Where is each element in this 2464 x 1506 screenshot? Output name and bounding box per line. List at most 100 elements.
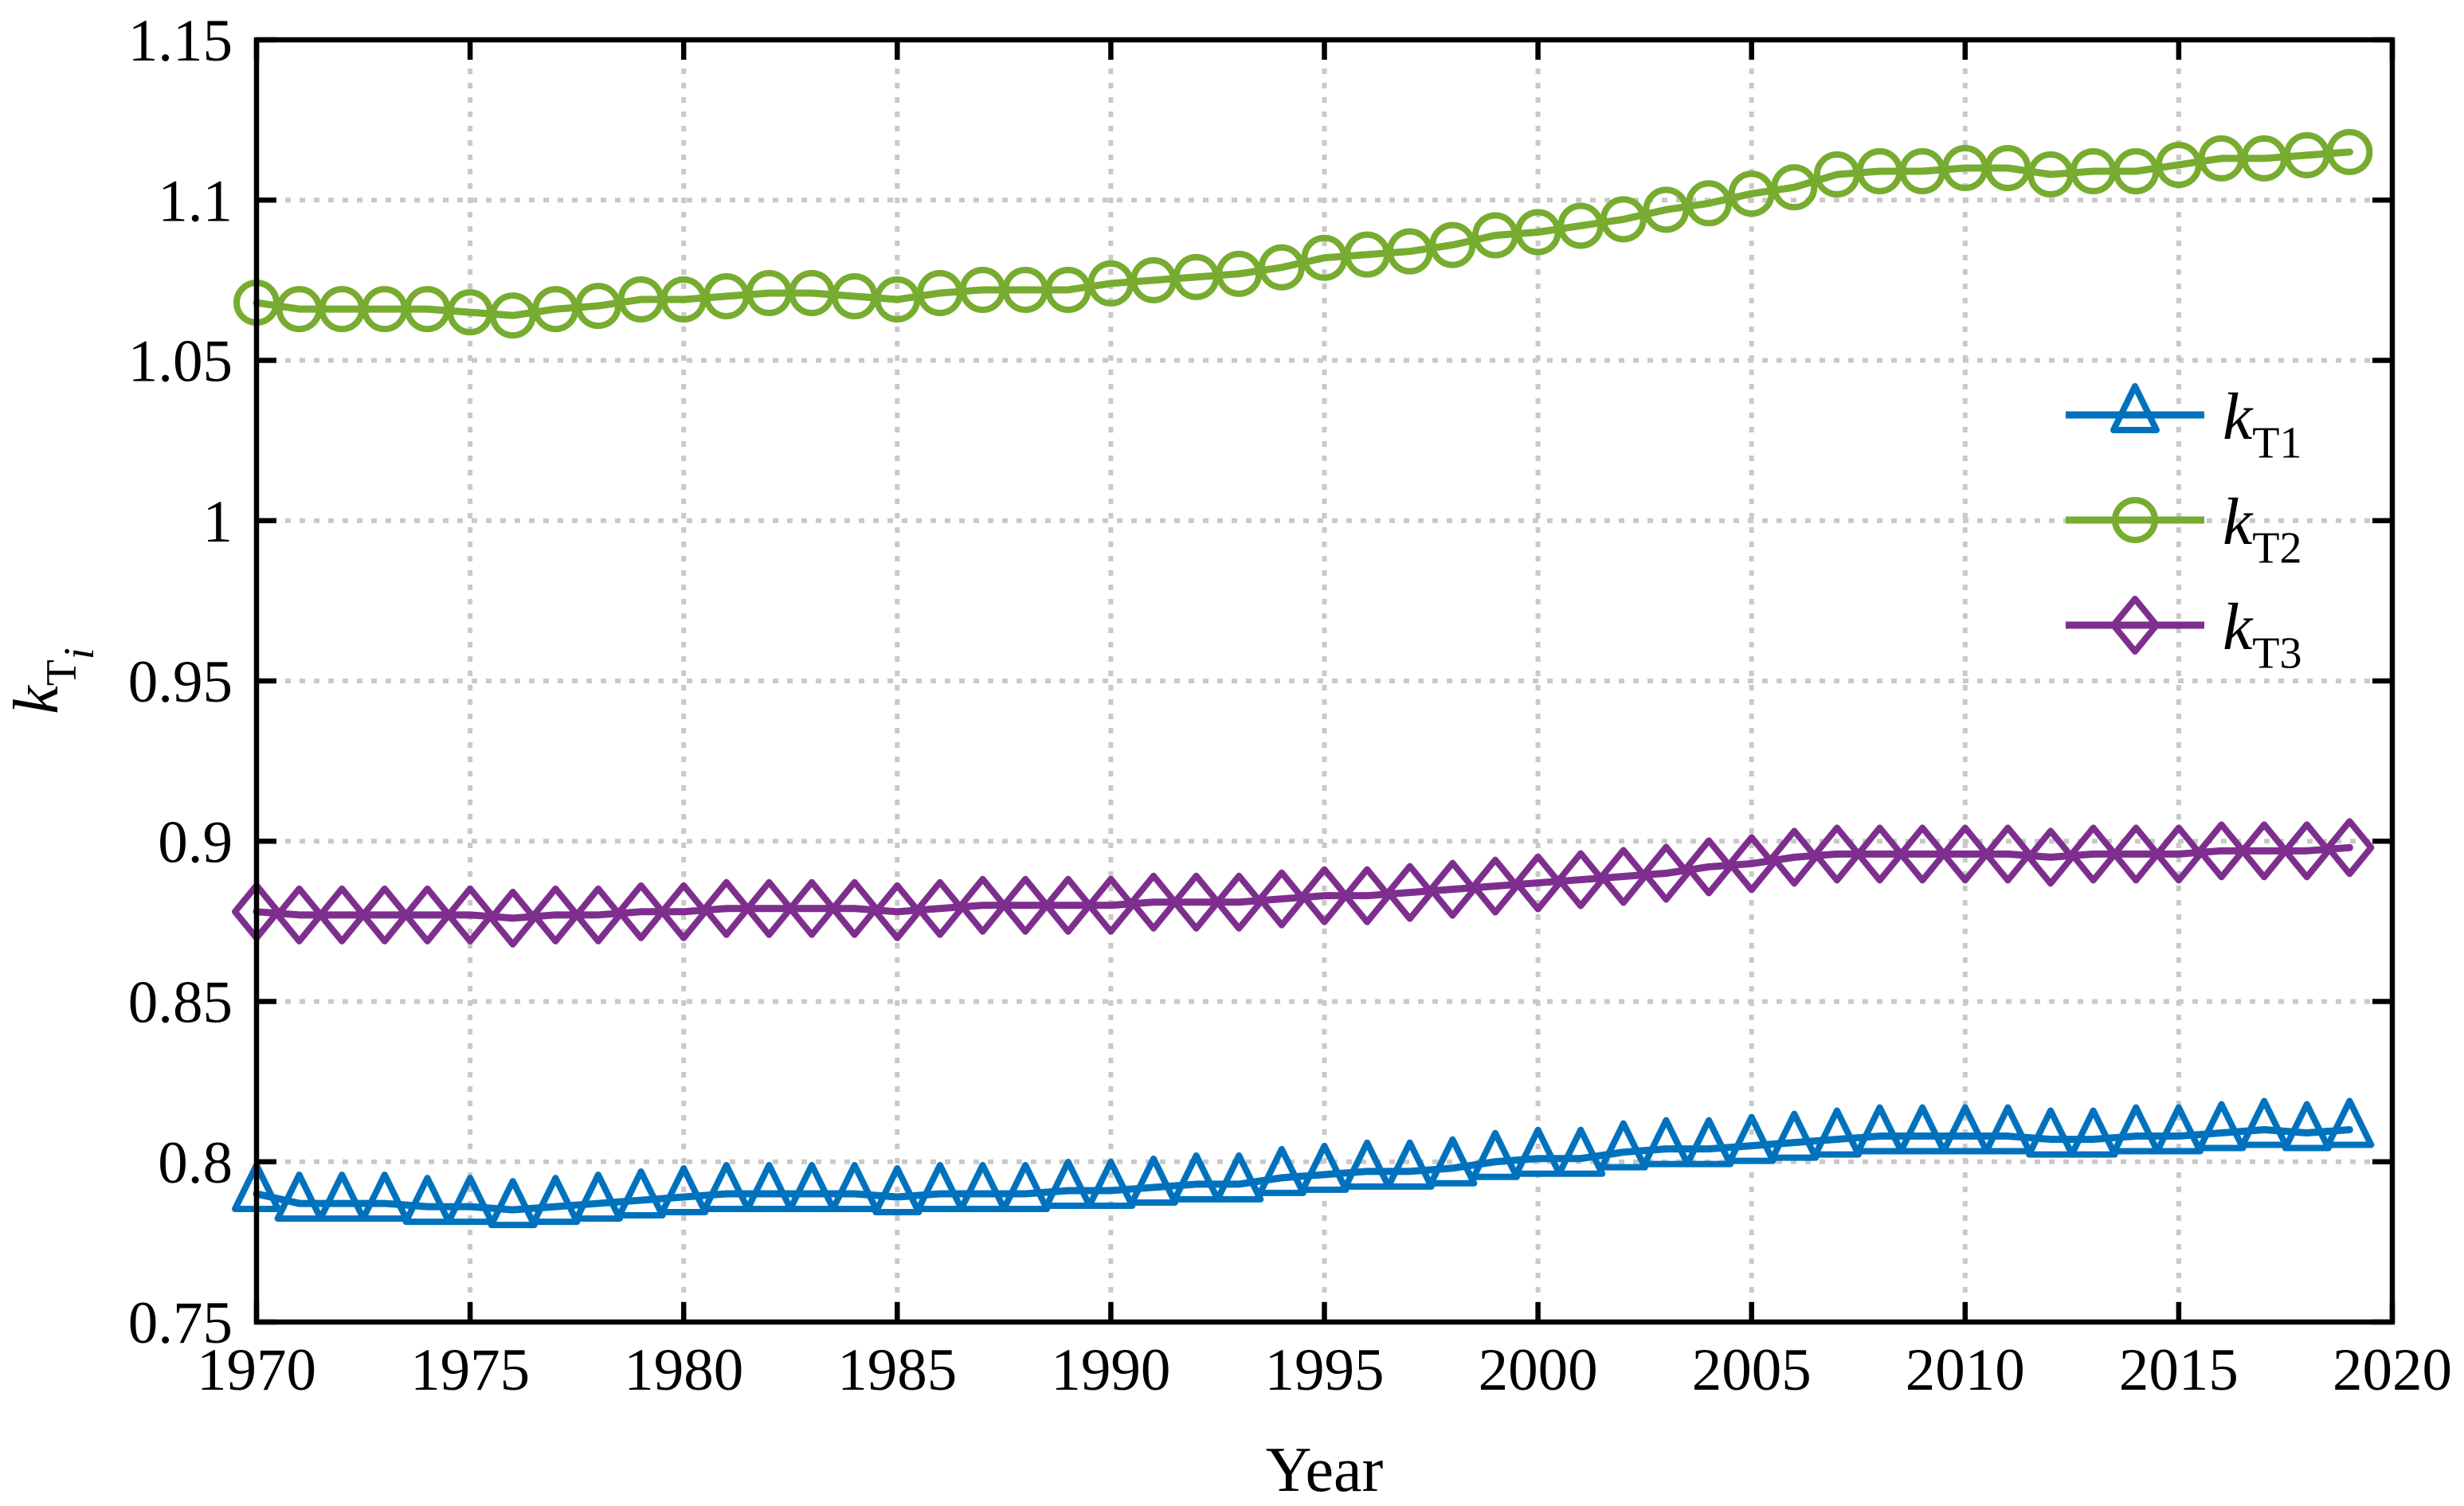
- triangle-marker: [1043, 1158, 1093, 1209]
- diamond-marker: [1513, 853, 1563, 913]
- label-subscript: i: [55, 647, 103, 659]
- diamond-marker: [2325, 818, 2375, 878]
- y-tick-label: 1: [203, 489, 233, 555]
- triangle-marker: [1812, 1107, 1862, 1158]
- diamond-marker: [1726, 834, 1777, 894]
- diamond-marker: [1001, 875, 1051, 935]
- circle-marker: [2113, 148, 2160, 195]
- diamond-marker: [872, 882, 923, 941]
- label-subscript: T1: [2252, 419, 2301, 468]
- diamond-marker: [1043, 875, 1093, 935]
- circle-marker: [1643, 186, 1690, 233]
- diamond-marker: [1769, 827, 1820, 887]
- diamond-marker: [317, 885, 367, 945]
- triangle-marker: [2239, 1097, 2290, 1148]
- y-axis-label: kTi: [2, 647, 103, 714]
- diamond-marker: [2026, 827, 2076, 887]
- diamond-marker: [1940, 824, 1990, 884]
- diamond-marker: [659, 882, 709, 941]
- diamond-marker: [616, 882, 666, 941]
- diamond-marker: [958, 875, 1008, 935]
- triangle-marker: [1256, 1145, 1306, 1196]
- diamond-marker: [445, 885, 496, 945]
- diamond-marker: [2196, 821, 2247, 881]
- triangle-marker: [1299, 1142, 1350, 1193]
- triangle-marker: [616, 1168, 666, 1219]
- label-subscript: T: [37, 659, 84, 686]
- series-line: [253, 148, 2353, 319]
- diamond-marker: [915, 878, 965, 938]
- diamond-marker: [1428, 859, 1478, 919]
- circle-marker: [874, 276, 921, 323]
- circle-marker: [2112, 497, 2158, 543]
- triangle-marker: [359, 1172, 409, 1222]
- triangle-marker: [1983, 1104, 2033, 1155]
- diamond-marker: [402, 885, 452, 945]
- legend-entry-kT3: kT3: [2066, 590, 2302, 679]
- diamond-marker: [274, 885, 324, 945]
- x-tick-label: 1995: [1265, 1337, 1385, 1403]
- y-tick-label: 0.75: [128, 1290, 233, 1356]
- triangle-marker: [1385, 1139, 1435, 1190]
- diamond-marker: [829, 878, 879, 938]
- triangle-marker: [274, 1172, 324, 1222]
- triangle-marker: [1940, 1104, 1990, 1155]
- triangle-marker: [573, 1172, 623, 1222]
- x-tick-label: 2005: [1692, 1337, 1812, 1403]
- diamond-marker: [488, 888, 538, 948]
- triangle-marker: [2111, 1104, 2161, 1155]
- circle-marker: [1771, 164, 1818, 211]
- diamond-marker: [2068, 824, 2118, 884]
- diamond-marker: [1129, 872, 1179, 932]
- series-line: [253, 1126, 2353, 1214]
- triangle-marker: [1513, 1126, 1563, 1177]
- diamond-marker: [1812, 824, 1862, 884]
- diamond-marker: [2153, 824, 2203, 884]
- triangle-marker: [915, 1162, 965, 1212]
- diamond-marker: [2282, 821, 2332, 881]
- circle-marker: [1386, 228, 1433, 275]
- triangle-marker: [1726, 1113, 1777, 1164]
- legend-label: kT3: [2223, 590, 2302, 679]
- diamond-marker: [2111, 824, 2161, 884]
- triangle-marker: [2068, 1107, 2118, 1158]
- axes-layer: [253, 37, 2395, 1325]
- circle-marker: [1514, 209, 1561, 256]
- triangle-marker: [1129, 1155, 1179, 1206]
- circle-marker: [1044, 266, 1091, 313]
- circle-marker: [1600, 196, 1647, 243]
- y-tick-label: 1.1: [158, 168, 233, 234]
- x-tick-label: 2000: [1479, 1337, 1598, 1403]
- triangle-marker: [701, 1162, 751, 1212]
- triangle-marker: [829, 1162, 879, 1212]
- triangle-marker: [1001, 1162, 1051, 1212]
- diamond-marker: [2110, 596, 2160, 655]
- legend-entry-kT2: kT2: [2066, 485, 2302, 573]
- label-subscript: T3: [2252, 629, 2301, 679]
- diamond-marker: [1598, 847, 1648, 906]
- y-tick-label: 1.15: [128, 8, 233, 74]
- x-tick-label: 2015: [2119, 1337, 2239, 1403]
- triangle-marker: [1428, 1136, 1478, 1187]
- circle-marker: [1984, 145, 2031, 191]
- diamond-marker: [2239, 821, 2290, 881]
- y-tick-label: 0.95: [128, 649, 233, 715]
- triangle-marker: [402, 1175, 452, 1226]
- circle-marker: [2155, 141, 2202, 188]
- triangle-marker: [1214, 1152, 1264, 1203]
- triangle-marker: [2325, 1097, 2375, 1148]
- triangle-marker: [1598, 1120, 1648, 1171]
- gridlines: [254, 37, 2395, 1324]
- diamond-marker: [1171, 872, 1221, 932]
- triangle-marker: [744, 1162, 794, 1212]
- series-kT1: [232, 1097, 2375, 1229]
- triangle-marker: [787, 1162, 837, 1212]
- x-tick-label: 1985: [837, 1337, 957, 1403]
- x-tick-label: 1970: [197, 1337, 316, 1403]
- diamond-marker: [1556, 850, 1606, 909]
- diamond-marker: [1385, 863, 1435, 922]
- y-tick-label: 0.8: [158, 1130, 233, 1196]
- circle-marker: [1728, 170, 1775, 217]
